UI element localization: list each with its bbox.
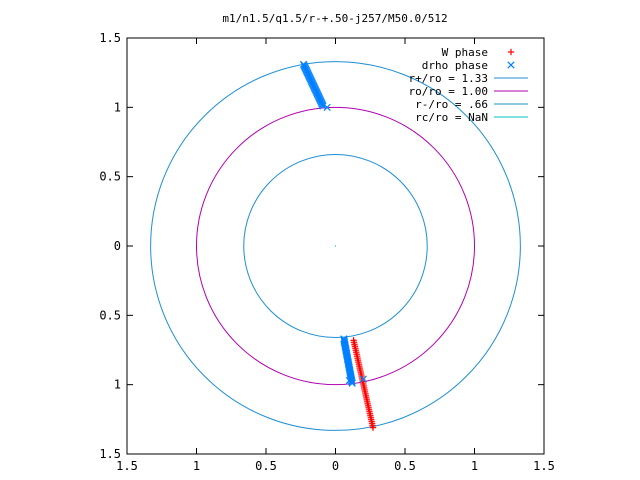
points-layer [299, 60, 377, 431]
legend-marker-0 [507, 48, 515, 56]
circle-series-3 [196, 106, 475, 386]
x-tick-label: 1.5 [116, 459, 138, 473]
x-tick-label: 1.5 [533, 459, 555, 473]
circle-series-2 [150, 61, 521, 431]
center-point [334, 245, 337, 247]
legend-label-4: r-/ro = .66 [415, 98, 488, 111]
drho-phase-point [348, 377, 356, 385]
y-tick-label: 1.5 [99, 31, 121, 45]
y-tick-label: 0.5 [99, 308, 121, 322]
y-tick-label: 1.5 [99, 447, 121, 461]
circle-series-4 [243, 153, 428, 339]
drho-phase-point [359, 375, 367, 383]
circles-layer [150, 61, 521, 431]
y-tick-label: 1 [114, 378, 121, 392]
legend-marker-1 [507, 61, 515, 69]
legend-label-3: ro/ro = 1.00 [409, 85, 488, 98]
x-tick-label: 0 [332, 459, 339, 473]
ticks-layer: 1.5 1 0.5 0 0.5 1 1.51.510.500.511.5 [99, 31, 555, 473]
legend-label-2: r+/ro = 1.33 [409, 72, 488, 85]
drho-phase-point [323, 103, 331, 111]
drho-phase-point [345, 376, 354, 385]
chart-title: m1/n1.5/q1.5/r-+.50-j257/M50.0/512 [222, 12, 447, 25]
x-tick-label: 0.5 [255, 459, 277, 473]
legend-label-1: drho phase [422, 59, 488, 72]
x-tick-label: 0.5 [394, 459, 416, 473]
y-tick-label: 1 [114, 100, 121, 114]
x-tick-label: 1 [193, 459, 200, 473]
y-tick-label: 0.5 [99, 170, 121, 184]
legend-label-5: rc/ro = NaN [415, 111, 488, 124]
w-phase-point [369, 424, 377, 431]
legend-label-0: W phase [442, 46, 488, 59]
drho-phase-point [319, 102, 327, 110]
y-tick-label: 0 [114, 239, 121, 253]
x-tick-label: 1 [471, 459, 478, 473]
